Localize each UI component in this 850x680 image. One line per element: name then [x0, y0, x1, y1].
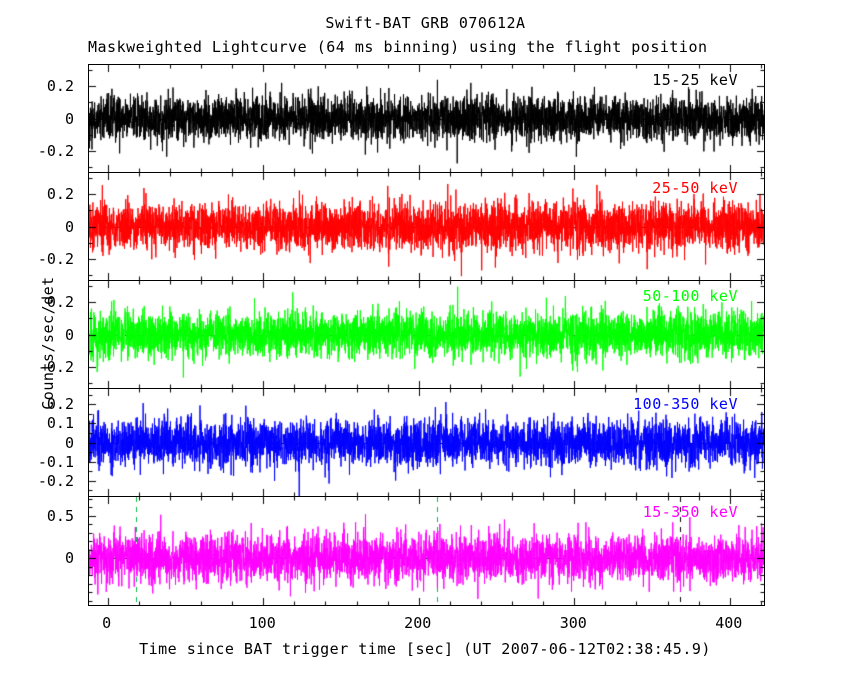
panel-15-25-kev: 15-25 keV — [89, 65, 764, 173]
panel-25-50-kev: 25-50 keV — [89, 173, 764, 281]
y-tick-label: 0.2 — [46, 77, 74, 96]
y-tick-label: 0 — [64, 325, 74, 344]
energy-band-label-1: 25-50 keV — [652, 179, 738, 197]
plot-area: 15-25 keV 25-50 keV 50-100 keV 100-350 k… — [88, 64, 765, 606]
y-tick-label: -0.2 — [37, 357, 74, 376]
x-tick-label: 100 — [248, 614, 276, 632]
chart-title: Swift-BAT GRB 070612A — [325, 14, 526, 32]
panel-100-350-kev: 100-350 keV — [89, 389, 764, 497]
panel-50-100-kev: 50-100 keV — [89, 281, 764, 389]
y-tick-label: 0 — [64, 109, 74, 128]
panel-canvas-0 — [89, 65, 764, 172]
x-tick-label: 200 — [404, 614, 432, 632]
y-tick-label: 0.1 — [46, 414, 74, 433]
x-tick-labels: 0 100 200 300 400 — [88, 612, 763, 634]
y-tick-label: 0.2 — [46, 185, 74, 204]
x-axis-label: Time since BAT trigger time [sec] (UT 20… — [139, 640, 711, 658]
y-tick-label: 0.2 — [46, 293, 74, 312]
x-tick-label: 400 — [715, 614, 743, 632]
energy-band-label-2: 50-100 keV — [642, 287, 738, 305]
panel-15-350-kev: 15-350 keV — [89, 497, 764, 605]
y-tick-label: 0 — [64, 217, 74, 236]
energy-band-label-0: 15-25 keV — [652, 71, 738, 89]
y-tick-labels: 0.2 0 -0.2 0.2 0 -0.2 0.2 0 -0.2 0.2 0.1 0 -0.1 -0.2 0… — [0, 65, 82, 605]
y-tick-label: 0 — [64, 549, 74, 568]
panel-canvas-3 — [89, 389, 764, 496]
panel-canvas-4 — [89, 497, 764, 605]
panel-canvas-2 — [89, 281, 764, 388]
y-tick-label: 0.2 — [46, 395, 74, 414]
y-tick-label: -0.2 — [37, 471, 74, 490]
y-tick-label: -0.2 — [37, 249, 74, 268]
energy-band-label-3: 100-350 keV — [633, 395, 738, 413]
energy-band-label-4: 15-350 keV — [642, 503, 738, 521]
y-tick-label: -0.2 — [37, 141, 74, 160]
y-tick-label: -0.1 — [37, 452, 74, 471]
x-tick-label: 0 — [102, 614, 112, 632]
panel-canvas-1 — [89, 173, 764, 280]
x-tick-label: 300 — [559, 614, 587, 632]
y-tick-label: 0 — [64, 433, 74, 452]
y-tick-label: 0.5 — [46, 506, 74, 525]
chart-subtitle: Maskweighted Lightcurve (64 ms binning) … — [88, 38, 708, 56]
